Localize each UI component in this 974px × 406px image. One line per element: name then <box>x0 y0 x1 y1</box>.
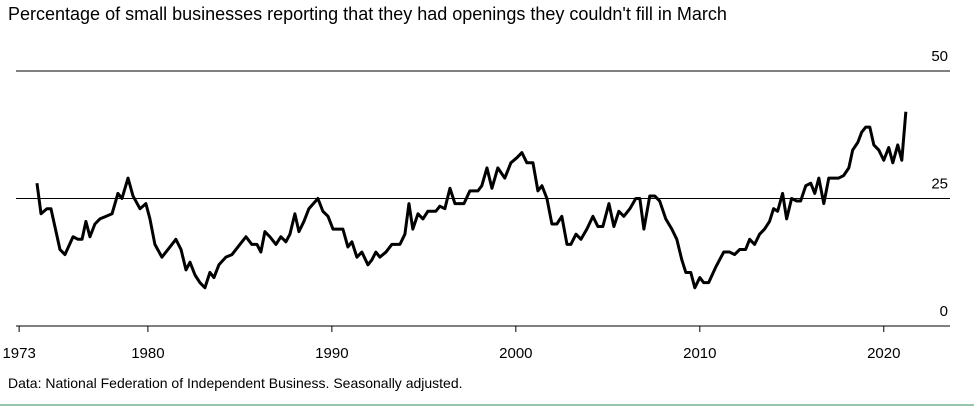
x-tick-label: 1980 <box>131 345 164 362</box>
x-tick-label: 2000 <box>499 345 532 362</box>
x-tick-label: 1973 <box>2 345 35 362</box>
source-note: Data: National Federation of Independent… <box>8 375 463 391</box>
data-line <box>35 111 908 290</box>
chart-title: Percentage of small businesses reporting… <box>8 4 727 24</box>
x-tick-label: 2020 <box>867 345 900 362</box>
y-tick-label: 25 <box>931 176 948 193</box>
x-tick-label: 2010 <box>683 345 716 362</box>
x-tick-label: 1990 <box>315 345 348 362</box>
y-tick-label: 50 <box>931 48 948 65</box>
y-tick-label: 0 <box>940 303 948 320</box>
